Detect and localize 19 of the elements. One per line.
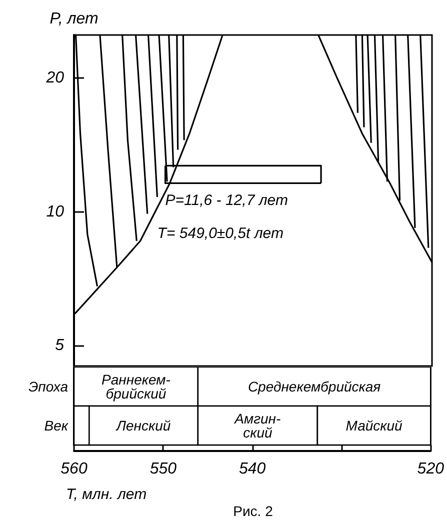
x-tick-label: 520 bbox=[417, 460, 444, 478]
series-label: Ленский bbox=[115, 418, 171, 434]
series-label: Майский bbox=[346, 418, 403, 434]
y-tick-label: 10 bbox=[46, 203, 64, 220]
y-axis-title: P, лет bbox=[50, 10, 98, 28]
text: Рис. 2 bbox=[233, 503, 274, 519]
x-tick-label: 560 bbox=[60, 460, 88, 478]
y-tick-label: 20 bbox=[45, 70, 64, 87]
annotation: P=11,6 - 12,7 лет bbox=[165, 192, 288, 210]
y-tick-label: 5 bbox=[55, 337, 64, 354]
y-tick-label: Эпоха bbox=[28, 378, 68, 394]
y-tick-label: Век bbox=[44, 418, 70, 434]
series-label: Амгин- ский bbox=[234, 410, 282, 440]
annotation: T= 549,0±0,5t лет bbox=[157, 225, 284, 242]
x-tick-label: 550 bbox=[150, 460, 177, 478]
x-tick-label: 540 bbox=[238, 460, 266, 478]
series-label: Среднекембрийская bbox=[248, 378, 382, 394]
x-axis-title: T, млн. лет bbox=[66, 486, 147, 503]
series-label: Раннекем- брийский bbox=[102, 372, 171, 402]
